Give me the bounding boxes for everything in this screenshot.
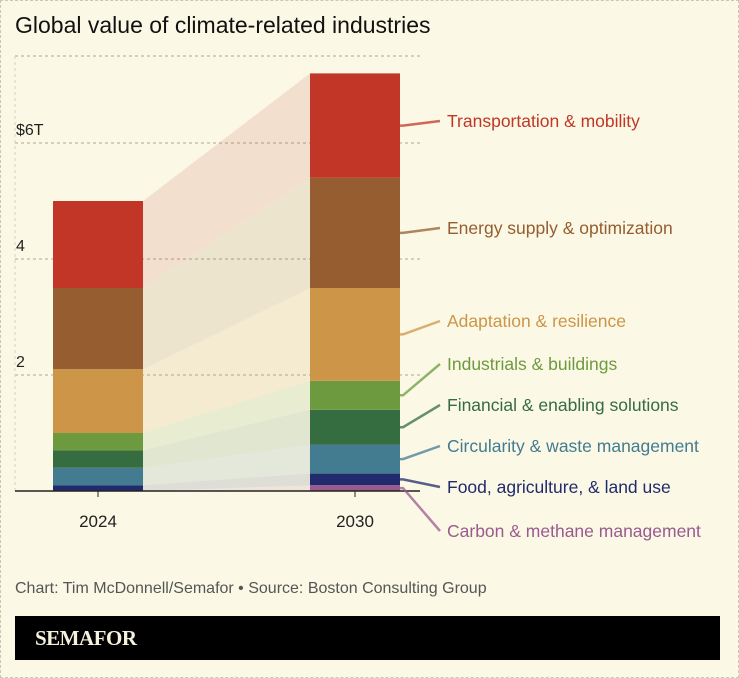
leader-line (400, 403, 441, 429)
stacked-bar-chart: 2 4 $6T 2024 2030 Carbon & methane management… (14, 55, 701, 541)
series-label: Adaptation & resilience (447, 311, 626, 331)
flow-ribbon (143, 177, 310, 370)
bar-segment (53, 485, 143, 491)
series-label: Financial & enabling solutions (447, 395, 679, 415)
y-tick-label: $6T (16, 122, 44, 139)
bar-segment (53, 288, 143, 370)
flow-ribbon (143, 444, 310, 486)
logo-text: SEMAFOR (35, 626, 137, 650)
flow-ribbon (143, 288, 310, 433)
series-label: Industrials & buildings (447, 354, 617, 374)
bar-segment (53, 201, 143, 288)
chart-title: Global value of climate-related industri… (15, 12, 431, 38)
series-label: Transportation & mobility (447, 111, 640, 131)
x-tick-label: 2024 (79, 512, 117, 531)
bar-segment (53, 450, 143, 468)
leader-line (400, 226, 441, 235)
flow-ribbon (143, 380, 310, 451)
bar-segment (310, 473, 400, 486)
bar-segment (310, 288, 400, 381)
y-tick-label: 2 (16, 354, 25, 371)
semafor-logo: SEMAFOR (15, 616, 720, 660)
bar-segment (53, 369, 143, 433)
bar-segment (310, 73, 400, 178)
flow-ribbon (143, 473, 310, 491)
series-label: Food, agriculture, & land use (447, 477, 671, 497)
leader-line (400, 319, 441, 336)
leader-line (400, 444, 441, 461)
bar-segment (53, 467, 143, 486)
bar-segment (310, 409, 400, 445)
leader-line (400, 363, 441, 397)
bar-segment (310, 485, 400, 491)
bar-segment (310, 380, 400, 410)
flow-ribbon (143, 409, 310, 468)
flow-ribbon (143, 73, 310, 289)
x-tick-label: 2030 (336, 512, 374, 531)
leader-line (400, 478, 441, 489)
bar-segment (310, 177, 400, 288)
series-label: Carbon & methane management (447, 521, 701, 541)
bar-segment (53, 433, 143, 451)
series-label: Circularity & waste management (447, 436, 699, 456)
bar-segment (310, 444, 400, 474)
leader-line (400, 486, 441, 532)
series-label: Energy supply & optimization (447, 218, 673, 238)
leader-line (400, 119, 441, 127)
y-tick-label: 4 (16, 238, 25, 255)
flow-ribbon (143, 485, 310, 491)
chart-credit: Chart: Tim McDonnell/Semafor • Source: B… (15, 580, 487, 597)
